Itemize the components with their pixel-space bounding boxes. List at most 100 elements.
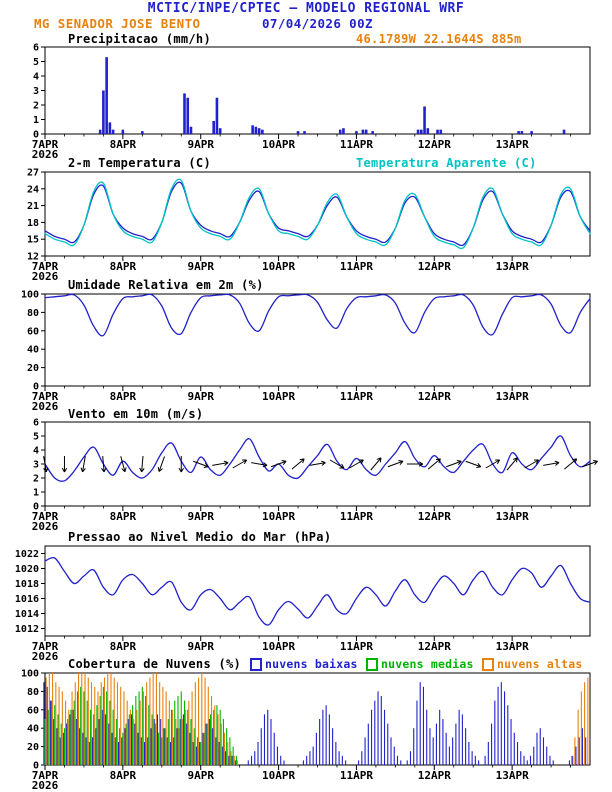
- svg-text:2026: 2026: [32, 779, 59, 792]
- svg-text:10APR: 10APR: [262, 260, 295, 273]
- svg-text:60: 60: [27, 326, 39, 337]
- svg-text:8APR: 8APR: [110, 640, 137, 653]
- svg-text:13APR: 13APR: [496, 769, 529, 782]
- svg-text:80: 80: [27, 687, 39, 698]
- precip-panel-title: Precipitacao (mm/h): [68, 32, 211, 46]
- svg-text:15: 15: [27, 235, 39, 246]
- svg-text:2026: 2026: [32, 148, 59, 161]
- svg-text:10APR: 10APR: [262, 769, 295, 782]
- svg-text:12: 12: [27, 252, 39, 263]
- svg-text:13APR: 13APR: [496, 640, 529, 653]
- high-clouds-swatch-icon: [482, 657, 494, 671]
- humidity-panel-title: Umidade Relativa em 2m (%): [68, 278, 264, 292]
- svg-text:7APR: 7APR: [32, 260, 59, 273]
- wind-panel-title: Vento em 10m (m/s): [68, 407, 204, 421]
- svg-text:10APR: 10APR: [262, 510, 295, 523]
- svg-text:27: 27: [27, 168, 39, 179]
- svg-text:9APR: 9APR: [187, 260, 214, 273]
- svg-text:8APR: 8APR: [110, 390, 137, 403]
- svg-text:11APR: 11APR: [340, 769, 373, 782]
- legend-mid-clouds-label: nuvens medias: [381, 657, 474, 671]
- svg-text:0: 0: [33, 382, 39, 393]
- svg-text:7APR: 7APR: [32, 390, 59, 403]
- svg-text:2: 2: [33, 474, 39, 485]
- svg-text:9APR: 9APR: [187, 769, 214, 782]
- svg-text:11APR: 11APR: [340, 510, 373, 523]
- svg-text:12APR: 12APR: [418, 138, 451, 151]
- svg-text:2026: 2026: [32, 650, 59, 663]
- svg-text:80: 80: [27, 308, 39, 319]
- svg-text:9APR: 9APR: [187, 390, 214, 403]
- svg-text:10APR: 10APR: [262, 390, 295, 403]
- cloud-panel-title: Cobertura de Nuvens (%): [68, 657, 242, 671]
- svg-text:7APR: 7APR: [32, 510, 59, 523]
- svg-text:12APR: 12APR: [418, 510, 451, 523]
- svg-text:20: 20: [27, 363, 39, 374]
- svg-text:100: 100: [21, 290, 39, 301]
- svg-text:0: 0: [33, 130, 39, 141]
- svg-text:7APR: 7APR: [32, 640, 59, 653]
- svg-text:9APR: 9APR: [187, 138, 214, 151]
- svg-text:8APR: 8APR: [110, 260, 137, 273]
- svg-text:4: 4: [33, 72, 39, 83]
- legend-high-clouds-label: nuvens altas: [497, 657, 583, 671]
- svg-text:12APR: 12APR: [418, 640, 451, 653]
- svg-text:1012: 1012: [15, 624, 39, 635]
- svg-text:2: 2: [33, 101, 39, 112]
- svg-text:100: 100: [21, 669, 39, 680]
- legend-low-clouds-label: nuvens baixas: [265, 657, 358, 671]
- svg-text:13APR: 13APR: [496, 390, 529, 403]
- svg-text:2026: 2026: [32, 400, 59, 413]
- svg-text:11APR: 11APR: [340, 260, 373, 273]
- svg-text:3: 3: [33, 460, 39, 471]
- svg-text:0: 0: [33, 502, 39, 513]
- legend-low-clouds: nuvens baixas: [250, 657, 358, 671]
- svg-text:13APR: 13APR: [496, 510, 529, 523]
- svg-text:1022: 1022: [15, 549, 39, 560]
- svg-text:1: 1: [33, 115, 39, 126]
- station-coordinates: 46.1789W 22.1644S 885m: [356, 32, 522, 46]
- svg-text:60: 60: [27, 705, 39, 716]
- svg-text:1014: 1014: [15, 609, 39, 620]
- svg-text:1018: 1018: [15, 579, 39, 590]
- svg-text:8APR: 8APR: [110, 769, 137, 782]
- svg-text:10APR: 10APR: [262, 138, 295, 151]
- svg-text:0: 0: [33, 761, 39, 772]
- svg-text:40: 40: [27, 345, 39, 356]
- svg-text:40: 40: [27, 724, 39, 735]
- svg-text:1020: 1020: [15, 564, 39, 575]
- mid-clouds-swatch-icon: [366, 657, 378, 671]
- svg-text:5: 5: [33, 57, 39, 68]
- svg-text:9APR: 9APR: [187, 510, 214, 523]
- svg-text:2026: 2026: [32, 270, 59, 283]
- svg-text:11APR: 11APR: [340, 640, 373, 653]
- svg-text:7APR: 7APR: [32, 138, 59, 151]
- svg-text:10APR: 10APR: [262, 640, 295, 653]
- model-title: MCTIC/INPE/CPTEC — MODELO REGIONAL WRF: [147, 1, 465, 16]
- svg-text:2026: 2026: [32, 520, 59, 533]
- svg-text:13APR: 13APR: [496, 138, 529, 151]
- svg-text:20: 20: [27, 742, 39, 753]
- svg-text:1: 1: [33, 488, 39, 499]
- svg-text:6: 6: [33, 43, 39, 54]
- svg-text:4: 4: [33, 446, 39, 457]
- run-datetime: 07/04/2026 00Z: [262, 16, 373, 31]
- apparent-temperature-label: Temperatura Aparente (C): [356, 156, 537, 170]
- svg-text:9APR: 9APR: [187, 640, 214, 653]
- svg-text:24: 24: [27, 184, 39, 195]
- svg-text:11APR: 11APR: [340, 390, 373, 403]
- temperature-panel-title: 2-m Temperatura (C): [68, 156, 211, 170]
- svg-text:8APR: 8APR: [110, 138, 137, 151]
- svg-text:12APR: 12APR: [418, 390, 451, 403]
- svg-text:13APR: 13APR: [496, 260, 529, 273]
- svg-text:5: 5: [33, 432, 39, 443]
- svg-text:3: 3: [33, 86, 39, 97]
- svg-text:21: 21: [27, 201, 39, 212]
- svg-text:1016: 1016: [15, 594, 39, 605]
- station-name: MG SENADOR JOSE BENTO: [34, 16, 201, 31]
- svg-text:11APR: 11APR: [340, 138, 373, 151]
- svg-text:7APR: 7APR: [32, 769, 59, 782]
- svg-text:12APR: 12APR: [418, 769, 451, 782]
- svg-text:12APR: 12APR: [418, 260, 451, 273]
